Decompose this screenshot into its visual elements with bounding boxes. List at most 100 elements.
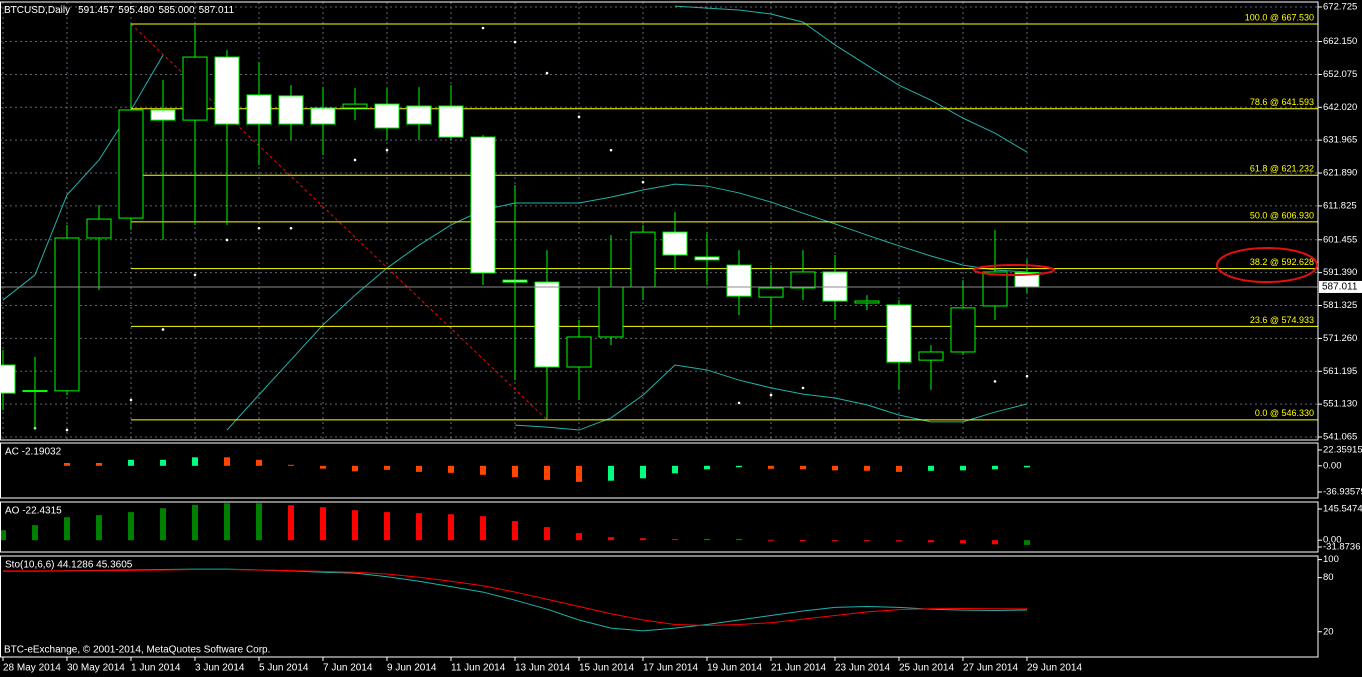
quote-low: 585.000 (158, 5, 195, 16)
y-tick-label: -36.93579 (1323, 487, 1362, 498)
y-tick-label: 0.00 (1323, 460, 1342, 471)
y-tick-label: 642.020 (1323, 102, 1357, 113)
candle-body (566, 336, 592, 368)
fib-label: 0.0 @ 546.330 (1255, 408, 1314, 418)
x-tick-label: 27 Jun 2014 (963, 663, 1018, 674)
indicator-bar (192, 457, 198, 466)
indicator-bar (0, 530, 6, 541)
y-tick-label: 672.725 (1323, 2, 1357, 13)
y-tick-label: 621.890 (1323, 168, 1357, 179)
indicator-bar (768, 465, 774, 469)
y-tick-label: 551.130 (1323, 399, 1357, 410)
band-line (226, 183, 1028, 431)
candle-body (438, 105, 464, 138)
sar-dot (641, 180, 645, 184)
candle-body (118, 109, 144, 219)
indicator-bar (640, 465, 646, 479)
pane-title: Sto(10,6,6) 44.1286 45.3605 (5, 560, 133, 571)
x-tick-label: 1 Jun 2014 (131, 663, 181, 674)
pane-title: AO -22.4315 (5, 506, 62, 517)
indicator-bar (384, 512, 390, 541)
x-tick-label: 3 Jun 2014 (195, 663, 245, 674)
indicator-bar (224, 503, 230, 541)
y-tick-label: 662.150 (1323, 36, 1357, 47)
pane-frame (0, 501, 1319, 553)
fib-label: 78.6 @ 641.593 (1250, 97, 1314, 107)
indicator-bar (416, 465, 422, 472)
indicator-bar (448, 514, 454, 541)
candle-body (982, 271, 1008, 307)
candle-body (22, 390, 48, 393)
highlight-ellipse (973, 264, 1055, 276)
indicator-bar (704, 465, 710, 470)
y-tick-label: 601.455 (1323, 234, 1357, 245)
candle-body (758, 287, 784, 298)
candle-body (662, 231, 688, 256)
sar-dot (545, 71, 549, 75)
indicator-bar (128, 512, 134, 541)
indicator-bar (672, 465, 678, 474)
candle-body (374, 103, 400, 129)
quote-open: 591.457 (78, 5, 115, 16)
sar-dot (801, 386, 805, 390)
x-tick-label: 9 Jun 2014 (387, 663, 437, 674)
candle-body (86, 218, 112, 239)
sar-dot (577, 115, 581, 119)
fib-label: 100.0 @ 667.530 (1245, 12, 1314, 22)
indicator-bar (800, 539, 806, 541)
candle-body (502, 279, 528, 283)
indicator-bar (64, 462, 70, 466)
indicator-bar (96, 462, 102, 466)
pane-title: AC -2.19032 (5, 447, 62, 458)
y-tick-label: 100 (1323, 554, 1339, 565)
quote-close: 587.011 (199, 5, 235, 16)
y-tick-label: 561.195 (1323, 366, 1357, 377)
indicator-bar (160, 508, 166, 541)
sar-dot (385, 148, 389, 152)
indicator-bar (736, 465, 742, 468)
indicator-bar (800, 465, 806, 470)
candle-body (630, 231, 656, 288)
indicator-bar (928, 465, 934, 471)
y-tick-label: 581.325 (1323, 300, 1357, 311)
x-tick-label: 11 Jun 2014 (451, 663, 506, 674)
indicator-bar (544, 527, 550, 541)
indicator-bar (288, 464, 294, 466)
highlight-ellipse (1216, 247, 1318, 283)
sar-dot (353, 158, 357, 162)
y-tick-label: 611.825 (1323, 200, 1357, 211)
symbol: BTCUSD,Daily (4, 5, 70, 16)
fib-label: 38.2 @ 592.628 (1250, 257, 1314, 267)
y-tick-label: 80 (1323, 572, 1334, 583)
quote-high: 595.480 (118, 5, 155, 16)
candle-body (918, 351, 944, 361)
indicator-bar (576, 533, 582, 541)
candle-body (54, 237, 80, 392)
candle-body (886, 304, 912, 363)
sar-dot (289, 226, 293, 230)
indicator-bar (832, 465, 838, 471)
indicator-bar (768, 539, 774, 541)
indicator-bar (704, 538, 710, 541)
indicator-bar (992, 540, 998, 545)
candle-body (182, 56, 208, 121)
indicator-bar (448, 465, 454, 473)
current-price-label: 587.011 (1322, 282, 1358, 293)
indicator-bar (32, 525, 38, 541)
indicator-bar (608, 537, 614, 541)
indicator-bar (1024, 540, 1030, 545)
ao-pane (0, 503, 1030, 545)
candle-body (854, 300, 880, 304)
indicator-bar (384, 465, 390, 470)
band-line (2, 54, 164, 301)
indicator-bar (960, 465, 966, 471)
indicator-bar (960, 540, 966, 544)
x-tick-label: 21 Jun 2014 (771, 663, 826, 674)
fib-label: 50.0 @ 606.930 (1250, 210, 1314, 220)
fib-label: 61.8 @ 621.232 (1250, 164, 1314, 174)
sar-dot (225, 238, 229, 242)
chart-header: BTCUSD,Daily 591.457 595.480 585.000 587.011 (4, 5, 234, 16)
candle-body (598, 286, 624, 338)
ac-pane (64, 457, 1030, 482)
indicator-line (3, 569, 1028, 626)
